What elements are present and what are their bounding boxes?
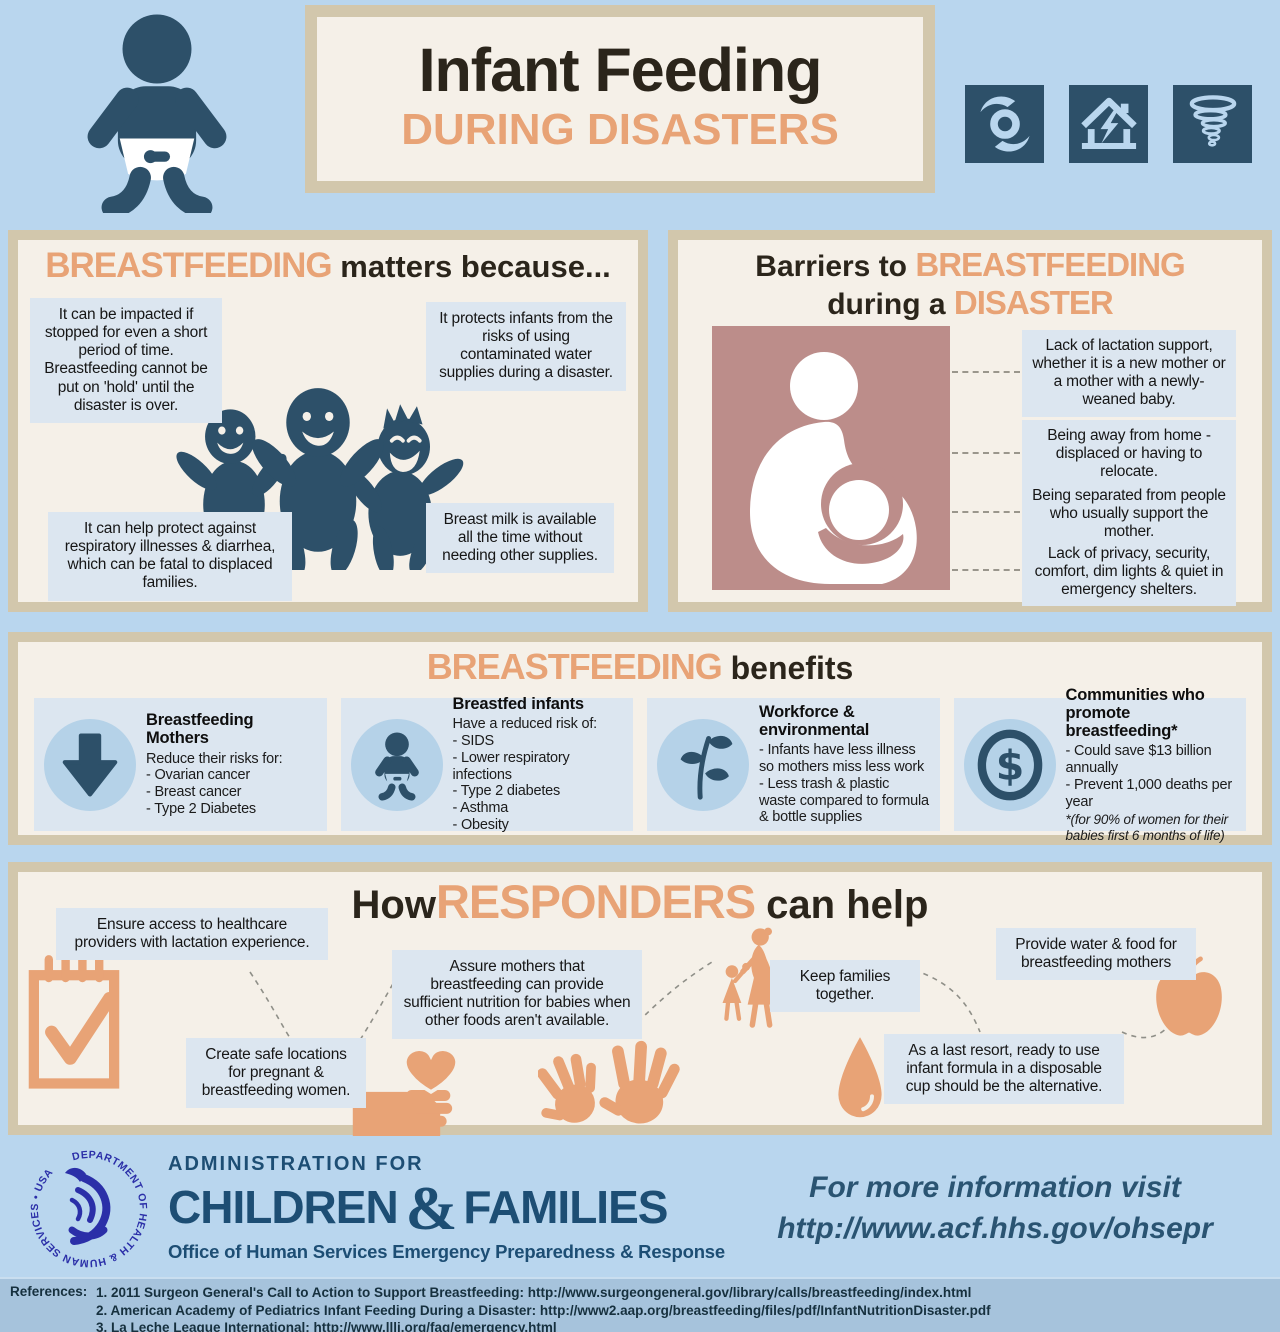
responder-box-families: Keep families together.	[770, 960, 920, 1013]
benefit-card-body: - Infants have less illness so mothers m…	[759, 742, 929, 826]
responders-heading: HowRESPONDERS can help	[18, 874, 1262, 929]
responder-box-water-food: Provide water & food for breastfeeding m…	[996, 928, 1196, 981]
benefit-card-title: Breastfeeding Mothers	[146, 711, 254, 748]
reference-item: 1. 2011 Surgeon General's Call to Action…	[96, 1285, 972, 1300]
benefit-card-body: - Could save $13 billion annually - Prev…	[1065, 743, 1233, 810]
benefit-cards: Breastfeeding Mothers Reduce their risks…	[34, 686, 1246, 843]
benefit-card-body: Reduce their risks for: - Ovarian cancer…	[146, 750, 283, 817]
responder-box-safe-locations: Create safe locations for pregnant & bre…	[186, 1038, 366, 1109]
connector-line	[952, 511, 1020, 513]
down-arrow-icon	[44, 718, 136, 811]
responder-box-formula: As a last resort, ready to use infant fo…	[884, 1034, 1124, 1105]
water-drop-icon	[838, 1037, 882, 1118]
barrier-box-away-from-home: Being away from home - displaced or havi…	[1022, 420, 1236, 489]
tornado-icon	[1173, 85, 1252, 163]
matters-box-protects: It protects infants from the risks of us…	[426, 302, 626, 391]
responders-heading-dark2: can help	[755, 883, 929, 927]
benefit-card-title: Communities who promote breastfeeding*	[1065, 685, 1205, 740]
svg-text:$: $	[995, 741, 1024, 789]
references-bar: References: 1. 2011 Surgeon General's Ca…	[0, 1277, 1280, 1332]
benefit-card-workforce: Workforce & environmental - Infants have…	[647, 698, 940, 831]
matters-heading-rest: matters because...	[331, 249, 611, 284]
nursing-mother-illustration	[712, 326, 950, 590]
benefits-heading-accent: BREASTFEEDING	[426, 646, 723, 687]
barriers-panel: Barriers to BREASTFEEDING during a DISAS…	[668, 230, 1272, 612]
responders-panel: HowRESPONDERS can help	[8, 862, 1272, 1136]
benefits-heading-rest: benefits	[721, 650, 854, 686]
benefits-panel: BREASTFEEDING benefits Breastfeeding Mot…	[8, 632, 1272, 845]
benefit-card-infants: Breastfed infants Have a reduced risk of…	[340, 695, 633, 834]
benefit-card-footnote: *(for 90% of women for their babies firs…	[1065, 812, 1229, 843]
connector-line	[952, 569, 1020, 571]
hurricane-icon	[965, 85, 1044, 163]
benefit-card-body: Have a reduced risk of: - SIDS - Lower r…	[452, 716, 598, 834]
hhs-seal-text: DEPARTMENT OF HEALTH & HUMAN SERVICES • …	[24, 1144, 154, 1274]
plant-icon	[657, 718, 749, 811]
house-power-outage-icon	[1069, 85, 1148, 163]
acf-office-line: Office of Human Services Emergency Prepa…	[168, 1241, 725, 1262]
benefit-card-title: Breastfed infants	[452, 695, 585, 714]
matters-box-impacted: It can be impacted if stopped for even a…	[30, 298, 222, 423]
page-title: Infant Feeding	[418, 36, 823, 104]
benefits-heading: BREASTFEEDING benefits	[18, 646, 1262, 688]
references-list: 1. 2011 Surgeon General's Call to Action…	[96, 1284, 991, 1332]
svg-text:DEPARTMENT OF HEALTH & HUMAN S: DEPARTMENT OF HEALTH & HUMAN SERVICES • …	[24, 1144, 154, 1274]
disaster-icons	[965, 85, 1252, 163]
acf-administration-for: ADMINISTRATION FOR	[168, 1153, 424, 1175]
reference-item: 2. American Academy of Pediatrics Infant…	[96, 1302, 991, 1318]
barriers-heading-dark1: Barriers to	[755, 250, 916, 283]
barrier-box-privacy: Lack of privacy, security, comfort, dim …	[1022, 538, 1236, 607]
references-label: References:	[10, 1284, 88, 1299]
more-info-url: http://www.acf.hhs.gov/ohsepr	[777, 1211, 1213, 1245]
barriers-heading-dark2: during a	[827, 287, 954, 321]
more-info-text: For more information visit http://www.ac…	[740, 1168, 1250, 1249]
baby-icon	[87, 14, 227, 213]
benefit-card-communities: $ Communities who promote breastfeeding*…	[953, 686, 1246, 843]
acf-children: CHILDREN	[168, 1180, 399, 1233]
clipboard-check-icon	[28, 955, 120, 1089]
connector-line	[952, 371, 1020, 373]
responder-box-healthcare: Ensure access to healthcare providers wi…	[56, 908, 328, 961]
responders-heading-dark1: How	[351, 883, 436, 927]
benefit-card-title: Workforce & environmental	[759, 702, 870, 739]
matters-box-respiratory: It can help protect against respiratory …	[48, 512, 292, 601]
hhs-seal: DEPARTMENT OF HEALTH & HUMAN SERVICES • …	[24, 1144, 154, 1274]
matters-heading: BREASTFEEDING matters because...	[18, 246, 638, 286]
acf-ampersand: &	[405, 1175, 458, 1243]
more-info-line1: For more information visit	[809, 1171, 1181, 1204]
mother-child-icon	[722, 927, 775, 1028]
matters-box-available: Breast milk is available all the time wi…	[426, 503, 614, 574]
open-hands-icon	[538, 1040, 680, 1124]
benefit-card-mothers: Breastfeeding Mothers Reduce their risks…	[34, 698, 327, 831]
matters-heading-accent: BREASTFEEDING	[45, 246, 332, 285]
responder-box-assure: Assure mothers that breastfeeding can pr…	[392, 950, 642, 1039]
dollar-icon: $	[963, 718, 1056, 811]
barrier-box-lactation-support: Lack of lactation support, whether it is…	[1022, 330, 1236, 417]
breastfeeding-matters-panel: BREASTFEEDING matters because...	[8, 230, 648, 612]
header-title-panel: Infant Feeding DURING DISASTERS	[305, 5, 935, 193]
acf-families: FAMILIES	[463, 1180, 668, 1233]
reference-item: 3. La Leche League International: http:/…	[96, 1320, 557, 1332]
barriers-heading-accent1: BREASTFEEDING	[915, 246, 1185, 283]
hand-heart-icon	[352, 1047, 459, 1136]
barriers-heading-accent2: DISASTER	[953, 283, 1114, 321]
barrier-box-separated: Being separated from people who usually …	[1022, 480, 1236, 549]
page-subtitle: DURING DISASTERS	[401, 105, 839, 154]
responders-heading-accent: RESPONDERS	[435, 875, 756, 928]
connector-line	[952, 452, 1020, 454]
acf-wordmark: ADMINISTRATION FOR CHILDREN & FAMILIES O…	[168, 1153, 725, 1263]
barriers-heading: Barriers to BREASTFEEDING during a DISAS…	[678, 246, 1262, 322]
baby-icon	[350, 718, 443, 811]
